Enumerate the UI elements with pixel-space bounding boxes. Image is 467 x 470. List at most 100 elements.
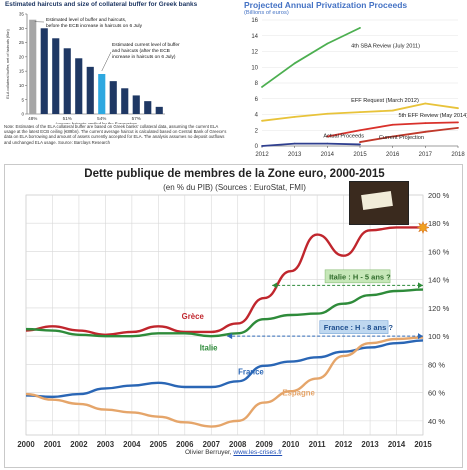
y-tick-label: 140 % (428, 276, 450, 285)
series-label: Italie (200, 343, 218, 352)
y-tick-label: 2 (255, 128, 259, 134)
x-tick-label: 2006 (176, 440, 194, 449)
series-point (391, 123, 394, 126)
y-tick-label: 160 % (428, 247, 450, 256)
france-annotation-label: France : H - 8 ans ? (324, 323, 394, 332)
public-debt-panel: 40 % 60 % 80 % 100 % 120 % 140 % 160 % 180 % 200… (4, 164, 463, 468)
y-tick-label: 25 (19, 40, 25, 45)
series-point (391, 109, 394, 112)
y-tick-label: 14 (251, 34, 258, 40)
x-tick-label: 2013 (288, 152, 302, 158)
series-point (261, 119, 263, 122)
y-tick-label: 4 (255, 113, 259, 119)
series-line (261, 27, 361, 88)
x-tick-label: 51% (63, 116, 72, 121)
france-arrow-head (418, 333, 423, 340)
privatization-line-chart: 0 2 4 6 8 10 12 14 16 2012 2013 2014 2015 2016 2017 201… (251, 18, 467, 158)
series-point (424, 130, 427, 133)
x-tick-label: 2018 (451, 152, 465, 158)
series-point (359, 141, 361, 143)
y-tick-label: 16 (251, 18, 258, 24)
france-arrow-head (227, 333, 233, 340)
series-point (326, 42, 329, 45)
bar (75, 58, 83, 114)
bar (63, 48, 71, 114)
series-point (261, 86, 263, 88)
bar (98, 74, 106, 114)
inset-photo-card (361, 190, 393, 211)
series-label: EFF Request (March 2012) (351, 98, 419, 104)
bar (40, 28, 48, 115)
y-tick-label: 12 (251, 50, 258, 56)
p2-subtitle: (Billions of euros) (244, 10, 289, 16)
x-tick-label: 48% (28, 116, 37, 121)
privatization-panel: Projected Annual Privatization Proceeds … (236, 0, 467, 162)
y-tick-label: 200 % (428, 191, 450, 200)
bar (52, 38, 60, 114)
public-debt-line-chart: 40 % 60 % 80 % 100 % 120 % 140 % 160 % 180 % 200… (17, 191, 450, 449)
credit: Olivier Berruyer, www.les-crises.fr (185, 449, 282, 456)
p3-subtitle: (en % du PIB) (Sources : EuroStat, FMI) (163, 183, 306, 192)
x-tick-label: 2015 (414, 440, 432, 449)
series-point (391, 135, 394, 138)
x-tick-label: 2014 (388, 440, 406, 449)
x-tick-label: 2002 (70, 440, 88, 449)
bar (121, 88, 129, 114)
x-tick-label: 2009 (256, 440, 274, 449)
series-point (359, 26, 361, 29)
series-point (293, 62, 296, 65)
series-point (326, 142, 329, 145)
series-point (293, 142, 296, 145)
x-tick-label: 2017 (419, 152, 433, 158)
x-tick-label: 2003 (97, 440, 115, 449)
y-tick-label: 6 (255, 97, 259, 103)
italy-arrow-head (418, 282, 423, 289)
y-tick-label: 10 (251, 65, 258, 71)
y-tick-label: 180 % (428, 219, 450, 228)
p1-title: Estimated haircuts and size of collatera… (5, 1, 198, 8)
italy-annotation-box (324, 269, 391, 284)
series-label: Espagne (282, 388, 315, 397)
annotation-current-leader (101, 51, 112, 72)
credit-link[interactable]: www.les-crises.fr (233, 449, 283, 456)
series-label: France (238, 367, 264, 376)
x-tick-label: 2011 (309, 440, 327, 449)
annotation-before: Estimated level of buffer and haircuts, b… (46, 17, 143, 29)
y-tick-label: 8 (255, 81, 259, 87)
series-label: 4th SBA Review (July 2011) (351, 44, 420, 50)
x-tick-label: 2013 (361, 440, 379, 449)
series-point (359, 111, 361, 114)
series-label: 5th EFF Review (May 2014) (398, 113, 467, 119)
bar (155, 106, 163, 114)
series-point (359, 129, 361, 132)
series-label: Current Projection (379, 135, 424, 141)
x-tick-label: 57% (132, 116, 141, 121)
ela-collateral-panel: Estimated haircuts and size of collatera… (0, 0, 232, 162)
x-tick-label: 2010 (282, 440, 300, 449)
y-tick-label: 0 (21, 112, 24, 117)
bar (29, 19, 37, 114)
series-line (261, 142, 361, 147)
series-line (25, 288, 424, 338)
series-label: Actual Proceeds (323, 133, 364, 139)
series-point (293, 115, 296, 118)
p2-title: Projected Annual Privatization Proceeds (244, 0, 408, 10)
italy-arrow-head (272, 282, 278, 289)
series-point (424, 122, 427, 125)
credit-author: Olivier Berruyer, (185, 449, 234, 456)
bar (86, 66, 94, 114)
x-tick-label: 2014 (321, 152, 335, 158)
y-tick-label: 100 % (428, 332, 450, 341)
series-point (457, 126, 459, 129)
y-tick-label: 60 % (428, 389, 445, 398)
y-tick-label: 15 (19, 69, 25, 74)
x-tick-label: 2004 (123, 440, 141, 449)
bar (109, 81, 117, 114)
series-point (424, 102, 427, 105)
series-point (326, 135, 329, 138)
series-line (25, 226, 423, 336)
series-point (457, 107, 459, 110)
x-tick-label: 2008 (229, 440, 247, 449)
y-tick-label: 120 % (428, 304, 450, 313)
y-tick-label: 40 % (428, 417, 445, 426)
